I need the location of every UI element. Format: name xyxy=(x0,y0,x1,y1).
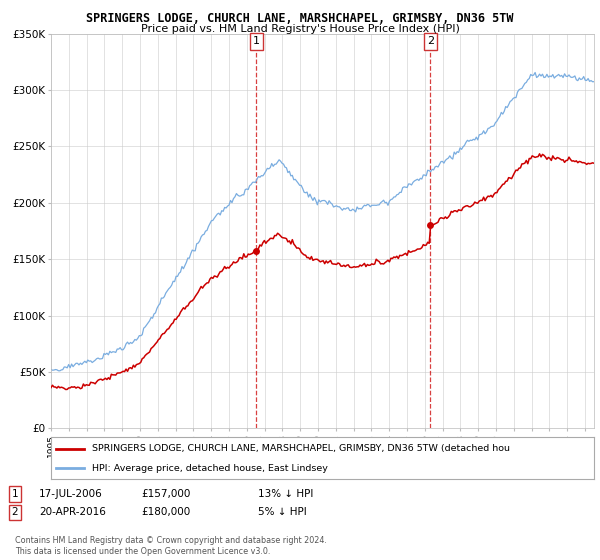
Text: 20-APR-2016: 20-APR-2016 xyxy=(39,507,106,517)
Text: 17-JUL-2006: 17-JUL-2006 xyxy=(39,489,103,499)
Text: £180,000: £180,000 xyxy=(141,507,190,517)
Text: 2: 2 xyxy=(11,507,19,517)
Text: SPRINGERS LODGE, CHURCH LANE, MARSHCHAPEL, GRIMSBY, DN36 5TW: SPRINGERS LODGE, CHURCH LANE, MARSHCHAPE… xyxy=(86,12,514,25)
Text: 2: 2 xyxy=(427,36,434,46)
Text: 5% ↓ HPI: 5% ↓ HPI xyxy=(258,507,307,517)
Text: Price paid vs. HM Land Registry's House Price Index (HPI): Price paid vs. HM Land Registry's House … xyxy=(140,24,460,34)
Text: 1: 1 xyxy=(253,36,260,46)
Text: HPI: Average price, detached house, East Lindsey: HPI: Average price, detached house, East… xyxy=(92,464,328,473)
Text: £157,000: £157,000 xyxy=(141,489,190,499)
Text: 1: 1 xyxy=(11,489,19,499)
Text: SPRINGERS LODGE, CHURCH LANE, MARSHCHAPEL, GRIMSBY, DN36 5TW (detached hou: SPRINGERS LODGE, CHURCH LANE, MARSHCHAPE… xyxy=(92,444,510,453)
Text: Contains HM Land Registry data © Crown copyright and database right 2024.
This d: Contains HM Land Registry data © Crown c… xyxy=(15,536,327,556)
Text: 13% ↓ HPI: 13% ↓ HPI xyxy=(258,489,313,499)
